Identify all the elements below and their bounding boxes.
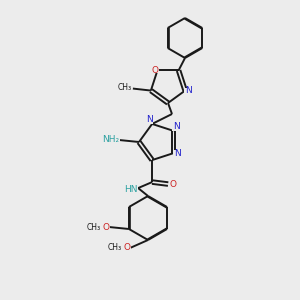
Text: O: O — [102, 223, 110, 232]
FancyBboxPatch shape — [169, 181, 177, 187]
FancyBboxPatch shape — [184, 88, 192, 94]
Text: N: N — [146, 116, 152, 124]
Text: CH₃: CH₃ — [108, 244, 122, 253]
Text: CH₃: CH₃ — [87, 223, 101, 232]
Text: O: O — [152, 66, 159, 75]
Text: NH₂: NH₂ — [102, 134, 120, 143]
FancyBboxPatch shape — [152, 68, 159, 74]
Text: N: N — [174, 149, 181, 158]
Text: O: O — [124, 244, 130, 253]
FancyBboxPatch shape — [102, 135, 120, 143]
FancyBboxPatch shape — [102, 224, 110, 230]
FancyBboxPatch shape — [172, 125, 180, 131]
FancyBboxPatch shape — [173, 150, 181, 156]
FancyBboxPatch shape — [145, 118, 153, 124]
Text: HN: HN — [124, 184, 138, 194]
Text: N: N — [173, 122, 180, 131]
Text: O: O — [169, 180, 177, 189]
FancyBboxPatch shape — [123, 245, 131, 251]
FancyBboxPatch shape — [124, 186, 138, 193]
Text: N: N — [185, 86, 191, 95]
Text: CH₃: CH₃ — [118, 83, 132, 92]
